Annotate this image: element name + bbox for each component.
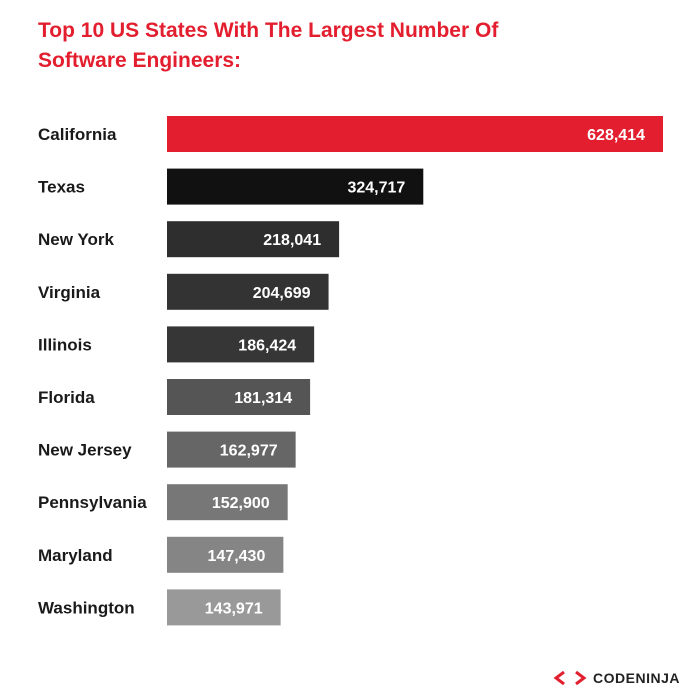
bar [167, 536, 284, 573]
category-label: New Jersey [38, 441, 132, 460]
bar [167, 273, 329, 310]
category-label: Pennsylvania [38, 493, 147, 512]
bar [167, 326, 315, 363]
value-label: 181,314 [234, 390, 292, 407]
value-label: 147,430 [208, 548, 266, 565]
value-label: 218,041 [263, 232, 321, 249]
chart-title-line-2: Software Engineers: [38, 49, 242, 72]
category-label: Washington [38, 598, 135, 617]
category-label: Virginia [38, 283, 101, 302]
value-label: 204,699 [253, 285, 311, 302]
category-label: California [38, 125, 117, 144]
bar [167, 116, 663, 152]
value-label: 143,971 [205, 600, 263, 617]
code-brackets-icon [553, 671, 587, 685]
bar [167, 589, 281, 626]
bar [167, 431, 296, 468]
category-label: New York [38, 230, 114, 249]
brand-logo: CODENINJA [553, 670, 680, 686]
category-label: Florida [38, 388, 95, 407]
bar [167, 379, 311, 415]
category-label: Illinois [38, 335, 92, 354]
value-label: 186,424 [238, 337, 296, 354]
value-label: 152,900 [212, 495, 270, 512]
chart-title-line-1: Top 10 US States With The Largest Number… [38, 19, 499, 42]
category-label: Maryland [38, 546, 113, 565]
bar [167, 168, 424, 205]
brand-name: CODENINJA [593, 670, 680, 686]
value-label: 324,717 [347, 180, 405, 197]
chart-title: Top 10 US States With The Largest Number… [38, 16, 598, 76]
category-label: Texas [38, 178, 85, 197]
bar [167, 221, 340, 258]
value-label: 628,414 [587, 127, 645, 144]
value-label: 162,977 [220, 443, 278, 460]
bar [167, 484, 288, 521]
